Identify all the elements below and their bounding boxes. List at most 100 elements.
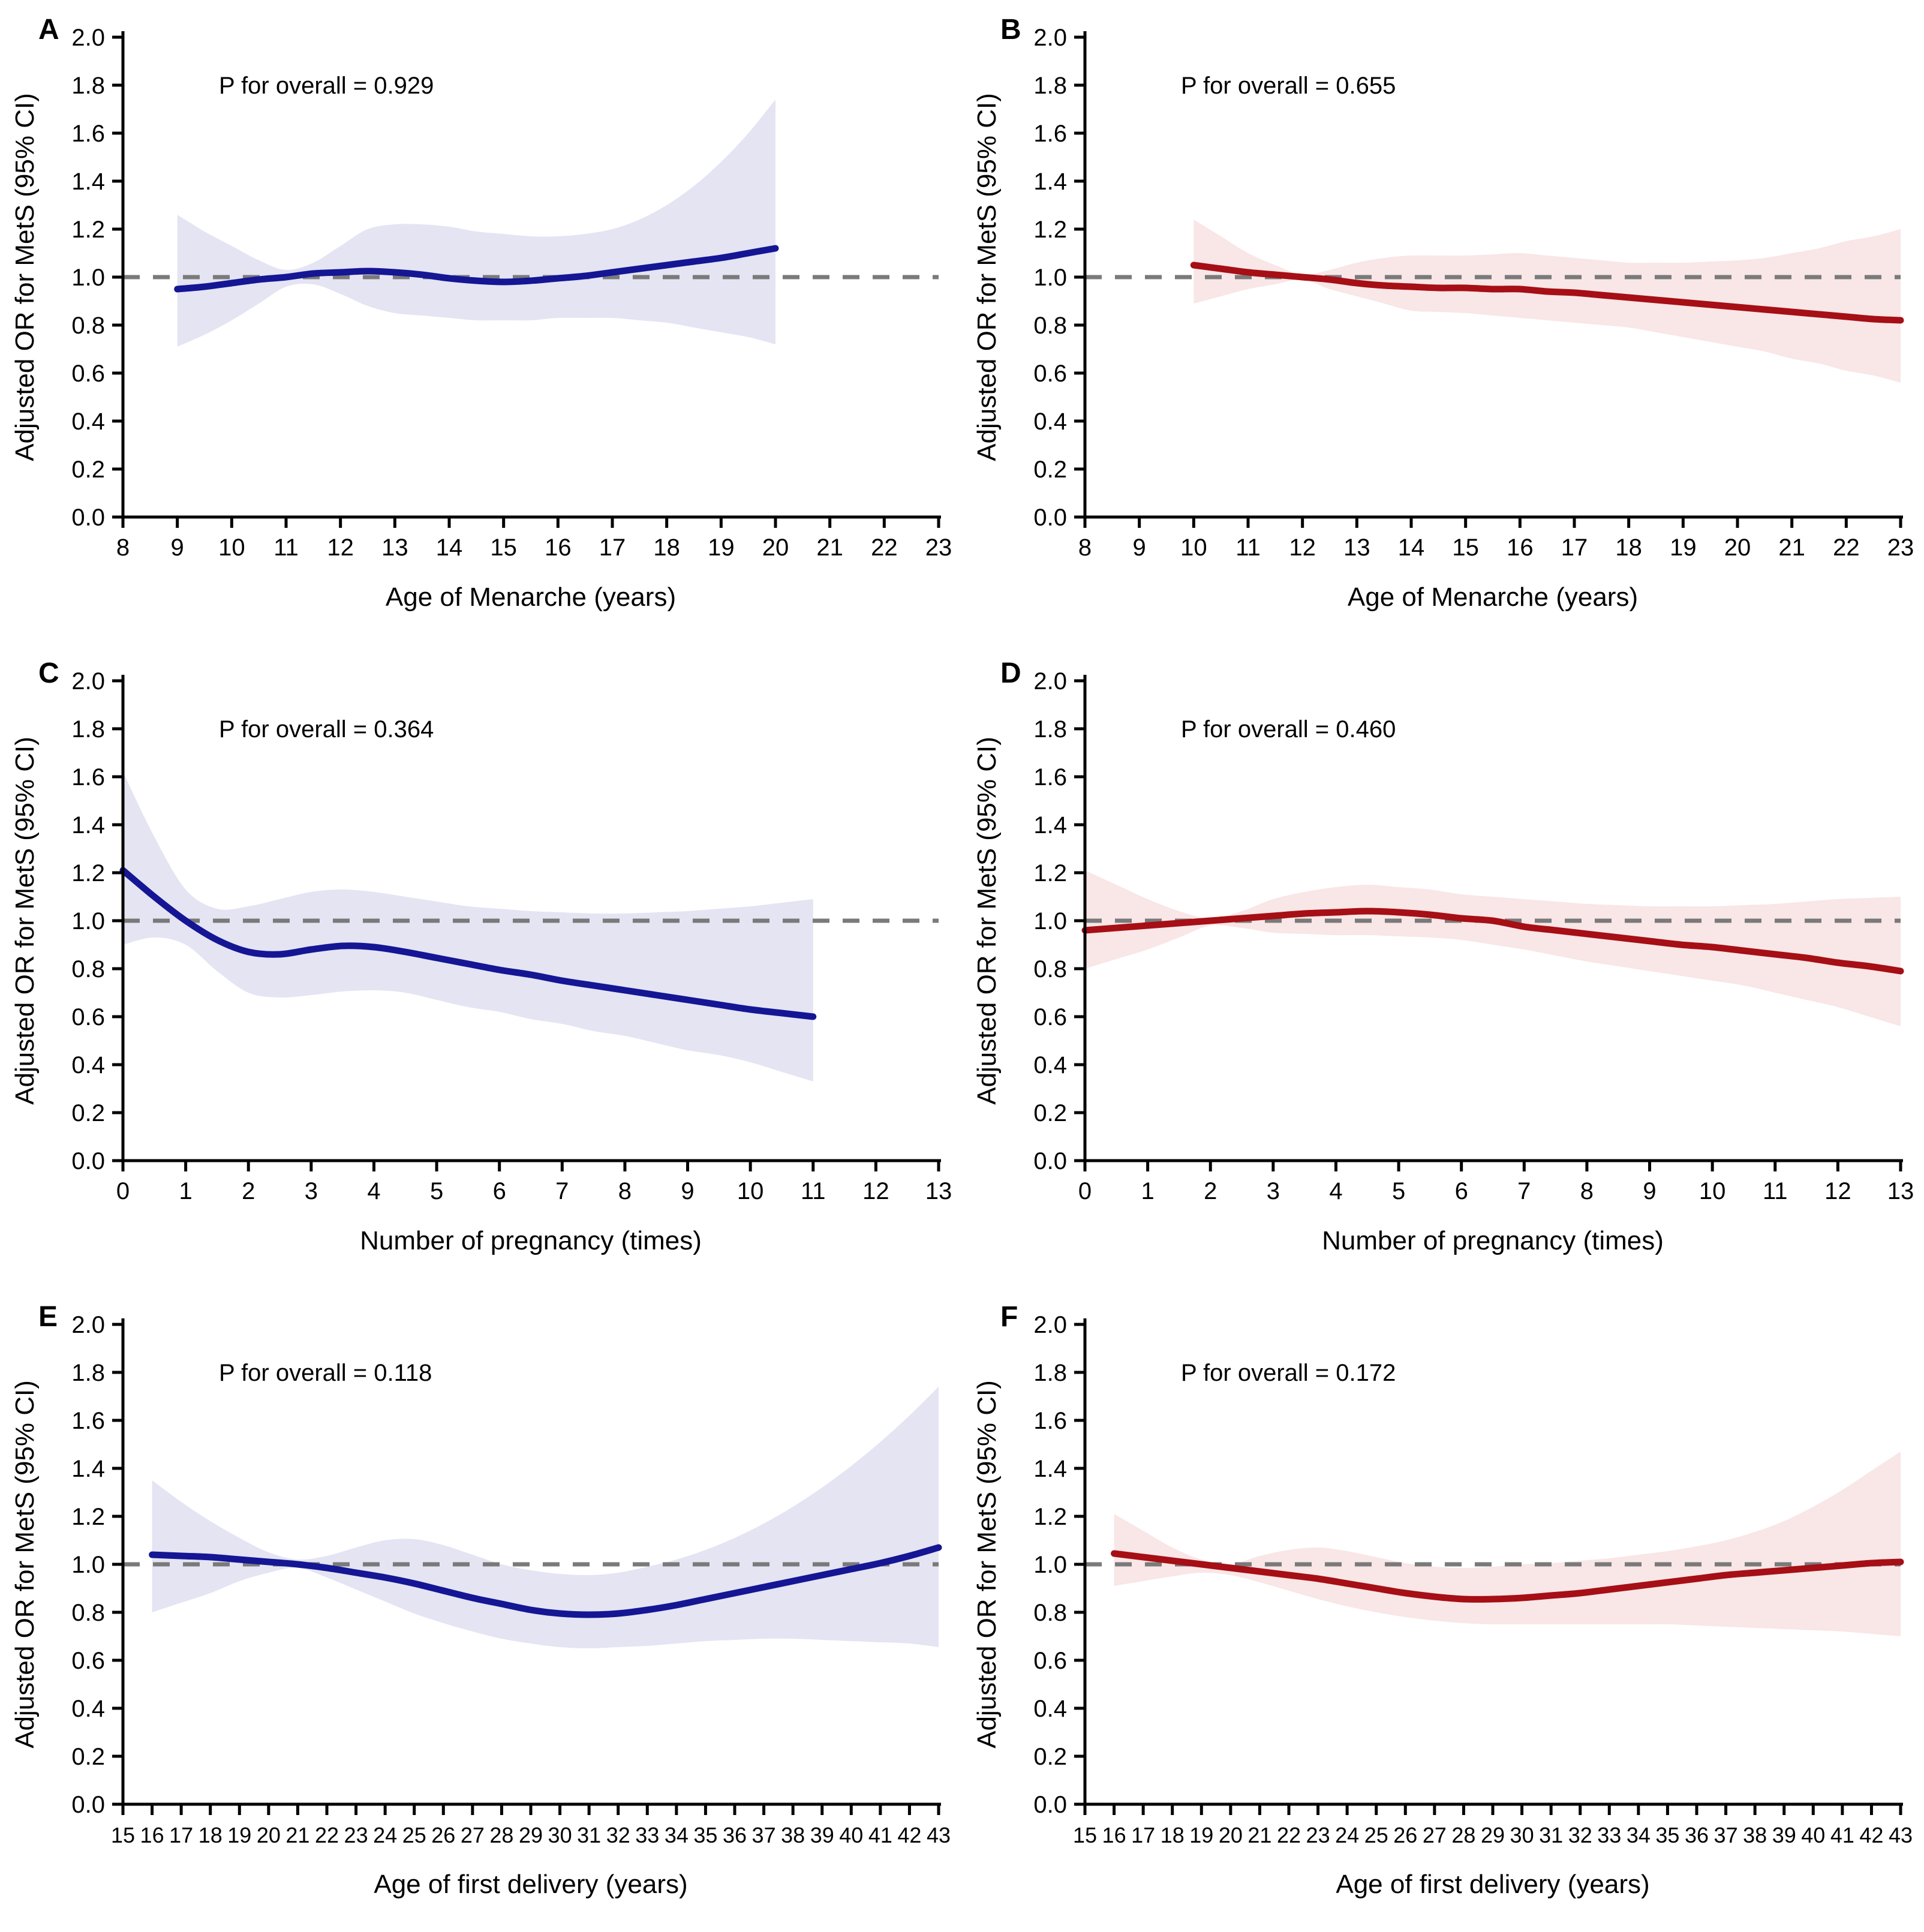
- svg-text:43: 43: [1889, 1823, 1913, 1847]
- svg-text:19: 19: [227, 1823, 251, 1847]
- svg-text:38: 38: [1743, 1823, 1767, 1847]
- svg-text:1.8: 1.8: [71, 1360, 105, 1386]
- svg-text:36: 36: [1685, 1823, 1709, 1847]
- svg-text:0.2: 0.2: [71, 1744, 105, 1770]
- x-tick-labels: 0 1 2 3 4 5 6 7 8 9 10 11 12 13: [116, 1161, 952, 1204]
- svg-text:2.0: 2.0: [1033, 668, 1067, 695]
- y-tick-labels: 0.0 0.2 0.4 0.6 0.8 1.0 1.2 1.4 1.6 1.8 2.0: [1033, 1312, 1085, 1818]
- svg-text:0.0: 0.0: [71, 504, 105, 531]
- svg-text:1.0: 1.0: [1033, 1552, 1067, 1578]
- svg-text:10: 10: [218, 534, 245, 561]
- svg-text:34: 34: [665, 1823, 689, 1847]
- svg-text:17: 17: [599, 534, 626, 561]
- x-tick-labels: 8 9 10 11 12 13 14 15 16 17 18 19 20 21 22 23: [1078, 517, 1914, 561]
- svg-text:2.0: 2.0: [71, 25, 105, 51]
- svg-text:3: 3: [305, 1178, 318, 1204]
- svg-text:1.4: 1.4: [1033, 1456, 1067, 1482]
- svg-text:1.0: 1.0: [1033, 265, 1067, 291]
- panel-F-plot: 0.0 0.2 0.4 0.6 0.8 1.0 1.2 1.4 1.6 1.8 2.0 15 16 17 1…: [962, 1287, 1924, 1931]
- svg-text:11: 11: [1763, 1178, 1788, 1204]
- svg-text:0: 0: [1078, 1178, 1092, 1204]
- svg-text:20: 20: [257, 1823, 281, 1847]
- svg-text:41: 41: [868, 1823, 892, 1847]
- svg-text:0.6: 0.6: [71, 1648, 105, 1674]
- svg-text:32: 32: [606, 1823, 630, 1847]
- y-tick-labels: 0.0 0.2 0.4 0.6 0.8 1.0 1.2 1.4 1.6 1.8 2.0: [1033, 25, 1085, 531]
- svg-text:43: 43: [927, 1823, 951, 1847]
- svg-text:1: 1: [179, 1178, 192, 1204]
- y-tick-labels: 0.0 0.2 0.4 0.6 0.8 1.0 1.2 1.4 1.6 1.8 2.0: [71, 25, 123, 531]
- x-tick-labels: 0 1 2 3 4 5 6 7 8 9 10 11 12 13: [1078, 1161, 1914, 1204]
- x-axis-label: Number of pregnancy (times): [360, 1226, 702, 1255]
- svg-text:0.2: 0.2: [71, 456, 105, 483]
- svg-text:0.2: 0.2: [1033, 456, 1067, 483]
- svg-text:17: 17: [169, 1823, 193, 1847]
- svg-text:0.2: 0.2: [1033, 1744, 1067, 1770]
- svg-text:6: 6: [493, 1178, 506, 1204]
- svg-text:15: 15: [490, 534, 517, 561]
- y-axis-label: Adjusted OR for MetS (95% CI): [10, 1380, 40, 1748]
- svg-text:39: 39: [1772, 1823, 1796, 1847]
- svg-text:0.8: 0.8: [1033, 313, 1067, 339]
- svg-text:1.4: 1.4: [71, 169, 105, 195]
- y-axis-label: Adjusted OR for MetS (95% CI): [972, 93, 1002, 461]
- svg-text:30: 30: [548, 1823, 572, 1847]
- spline-line: [174, 245, 779, 293]
- svg-text:25: 25: [1364, 1823, 1388, 1847]
- svg-text:0.0: 0.0: [1033, 1148, 1067, 1174]
- svg-text:26: 26: [431, 1823, 455, 1847]
- svg-text:27: 27: [1423, 1823, 1447, 1847]
- svg-text:34: 34: [1627, 1823, 1651, 1847]
- svg-text:0.8: 0.8: [71, 956, 105, 982]
- svg-text:1.6: 1.6: [1033, 121, 1067, 147]
- panel-label-C: C: [38, 657, 59, 689]
- svg-text:1.4: 1.4: [71, 1456, 105, 1482]
- svg-text:4: 4: [367, 1178, 380, 1204]
- svg-text:6: 6: [1455, 1178, 1468, 1204]
- svg-text:19: 19: [708, 534, 735, 561]
- panel-F: F 0.0 0.2 0.4 0.6 0.8 1.0 1.2 1.4 1.6 1.8 2.0 15 16 1…: [962, 1287, 1924, 1931]
- svg-text:0.4: 0.4: [71, 408, 105, 435]
- svg-text:1.4: 1.4: [71, 812, 105, 839]
- svg-text:33: 33: [635, 1823, 659, 1847]
- svg-text:2: 2: [242, 1178, 255, 1204]
- svg-text:1.0: 1.0: [71, 908, 105, 935]
- svg-text:38: 38: [781, 1823, 805, 1847]
- svg-text:3: 3: [1267, 1178, 1280, 1204]
- svg-text:0.6: 0.6: [1033, 360, 1067, 387]
- svg-text:0.2: 0.2: [71, 1100, 105, 1126]
- svg-text:23: 23: [925, 534, 952, 561]
- svg-text:0.0: 0.0: [1033, 1792, 1067, 1818]
- panel-label-A: A: [38, 14, 59, 46]
- svg-text:18: 18: [199, 1823, 223, 1847]
- svg-text:21: 21: [816, 534, 843, 561]
- svg-text:40: 40: [1801, 1823, 1825, 1847]
- svg-text:0.0: 0.0: [1033, 504, 1067, 531]
- svg-text:7: 7: [1517, 1178, 1531, 1204]
- svg-text:21: 21: [1247, 1823, 1271, 1847]
- svg-text:1.2: 1.2: [1033, 1504, 1067, 1530]
- panel-label-F: F: [1000, 1301, 1018, 1333]
- svg-text:24: 24: [1335, 1823, 1359, 1847]
- svg-text:10: 10: [737, 1178, 764, 1204]
- svg-text:14: 14: [436, 534, 463, 561]
- svg-text:1.2: 1.2: [71, 1504, 105, 1530]
- svg-text:22: 22: [1277, 1823, 1301, 1847]
- svg-text:2.0: 2.0: [71, 1312, 105, 1338]
- svg-text:18: 18: [1615, 534, 1642, 561]
- chart-E: 0.00.20.40.60.81.01.21.41.61.82.015 16 17 1…: [10, 1312, 951, 1899]
- svg-text:0: 0: [116, 1178, 130, 1204]
- svg-text:1.6: 1.6: [71, 764, 105, 791]
- svg-text:5: 5: [430, 1178, 443, 1204]
- svg-text:31: 31: [1539, 1823, 1563, 1847]
- svg-text:33: 33: [1597, 1823, 1621, 1847]
- y-axis-label: Adjusted OR for MetS (95% CI): [10, 737, 40, 1105]
- svg-text:0.8: 0.8: [1033, 1600, 1067, 1626]
- x-tick-labels: 15 16 17 18 19 20 21 22 23 24 25 26 27 28 29 30 31 32 33 34…: [1073, 1804, 1913, 1847]
- svg-text:1.6: 1.6: [1033, 1408, 1067, 1434]
- svg-text:2.0: 2.0: [1033, 25, 1067, 51]
- svg-text:1.0: 1.0: [1033, 908, 1067, 935]
- svg-text:10: 10: [1180, 534, 1207, 561]
- svg-text:9: 9: [1643, 1178, 1656, 1204]
- panel-A: A 0.0 0.2 0.4 0.6 0.8 1.0 1.2 1.4 1.6 1.8 2.0 8 9 10 1…: [0, 0, 962, 644]
